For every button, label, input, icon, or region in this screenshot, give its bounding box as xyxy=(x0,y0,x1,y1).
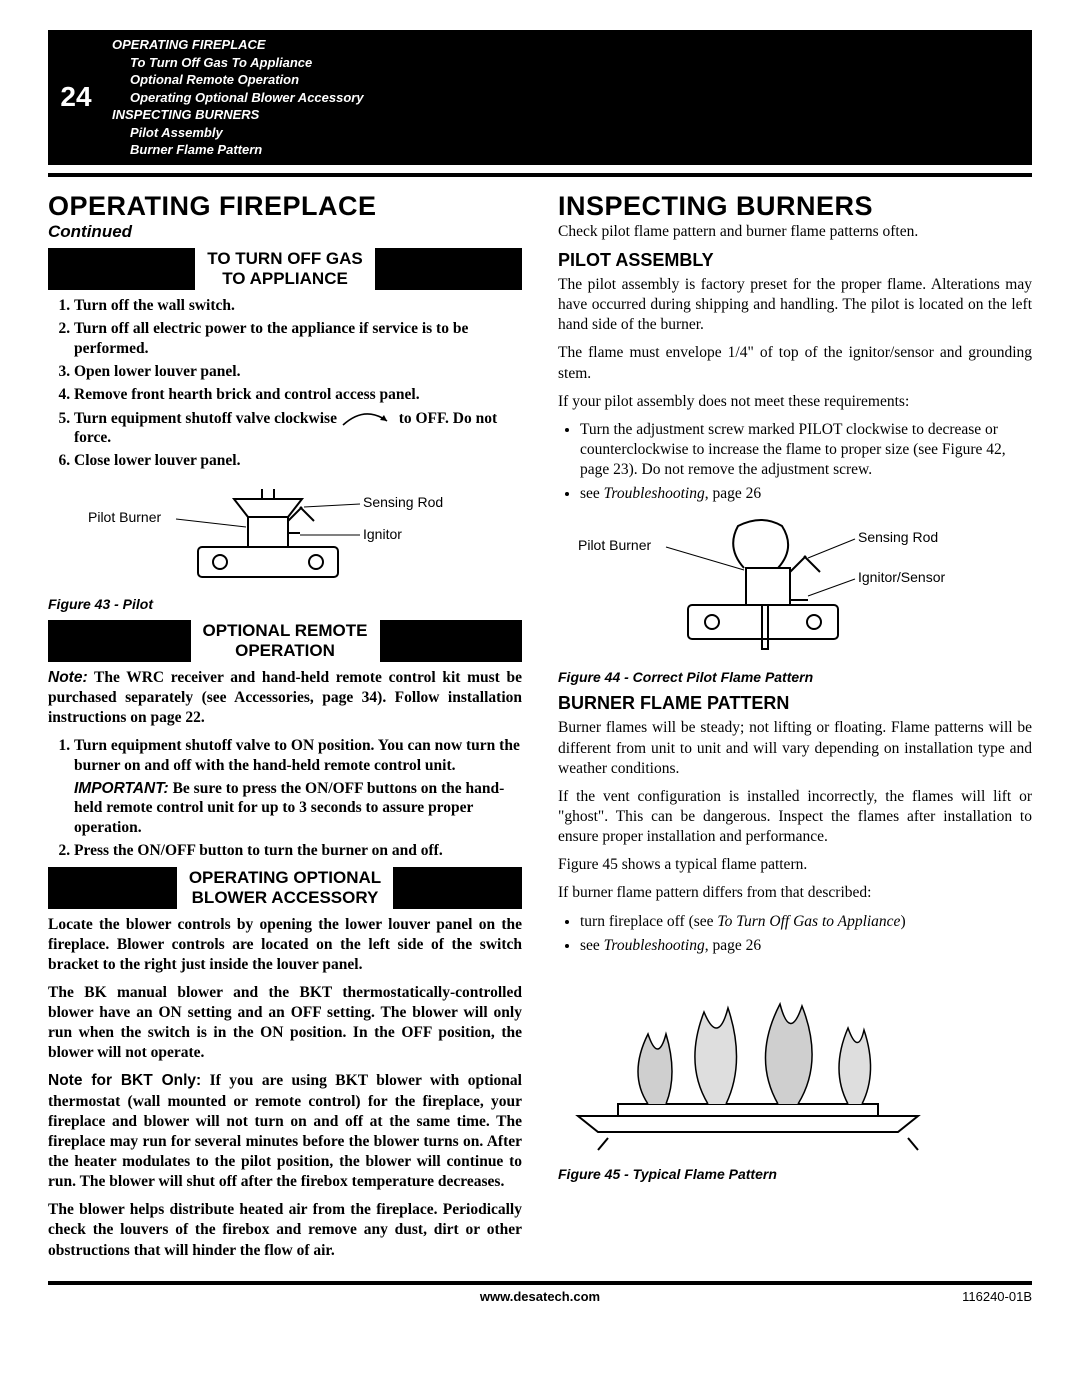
bullet-text: ) xyxy=(900,913,905,930)
subheading-optional-remote: OPTIONAL REMOTE OPERATION xyxy=(48,620,522,662)
step: Turn equipment shutoff valve clockwise t… xyxy=(74,409,522,448)
clockwise-arrow-icon xyxy=(341,411,395,427)
label-pilot-burner: Pilot Burner xyxy=(578,537,651,553)
remote-note: Note: The WRC receiver and hand-held rem… xyxy=(48,668,522,728)
step-text: Turn equipment shutoff valve to ON posit… xyxy=(74,737,520,773)
subheading-line1: OPTIONAL REMOTE xyxy=(203,621,368,641)
pilot-bullets: Turn the adjustment screw marked PILOT c… xyxy=(558,420,1032,505)
pilot-p3: If your pilot assembly does not meet the… xyxy=(558,392,1032,412)
blower-p3: Note for BKT Only: If you are using BKT … xyxy=(48,1071,522,1192)
pilot-assembly-heading: PILOT ASSEMBLY xyxy=(558,250,1032,271)
bullet: turn fireplace off (see To Turn Off Gas … xyxy=(580,912,1032,932)
subheading-bar-left xyxy=(48,248,195,290)
step: Open lower louver panel. xyxy=(74,362,522,381)
inspect-intro: Check pilot flame pattern and burner fla… xyxy=(558,222,1032,242)
toc-line: Pilot Assembly xyxy=(112,124,1018,142)
subheading-text: OPTIONAL REMOTE OPERATION xyxy=(191,620,380,662)
page-number-badge: 24 xyxy=(48,30,104,165)
operating-fireplace-heading: OPERATING FIREPLACE xyxy=(48,191,522,222)
label-sensing-rod: Sensing Rod xyxy=(858,529,938,545)
footer-url: www.desatech.com xyxy=(168,1289,912,1304)
continued-label: Continued xyxy=(48,222,522,242)
label-ignitor-sensor: Ignitor/Sensor xyxy=(858,569,945,585)
important-lead: IMPORTANT: xyxy=(74,780,169,797)
subheading-text: TO TURN OFF GAS TO APPLIANCE xyxy=(195,248,375,290)
pilot-p1: The pilot assembly is factory preset for… xyxy=(558,275,1032,335)
bullet-text: , page 26 xyxy=(705,485,761,502)
subheading-turn-off-gas: TO TURN OFF GAS TO APPLIANCE xyxy=(48,248,522,290)
remote-steps: Turn equipment shutoff valve to ON posit… xyxy=(48,736,522,860)
bullet-text: turn fireplace off (see xyxy=(580,913,717,930)
subheading-bar-right xyxy=(375,248,522,290)
bullet: see Troubleshooting, page 26 xyxy=(580,484,1032,504)
right-column: INSPECTING BURNERS Check pilot flame pat… xyxy=(558,191,1032,1269)
label-ignitor: Ignitor xyxy=(363,526,402,542)
subheading-line2: OPERATION xyxy=(203,641,368,661)
subheading-bar-left xyxy=(48,620,191,662)
burner-p4: If burner flame pattern differs from tha… xyxy=(558,883,1032,903)
toc-line: To Turn Off Gas To Appliance xyxy=(112,54,1018,72)
toc-line: Operating Optional Blower Accessory xyxy=(112,89,1018,107)
step: Press the ON/OFF button to turn the burn… xyxy=(74,841,522,860)
burner-flame-heading: BURNER FLAME PATTERN xyxy=(558,693,1032,714)
toc-line: Burner Flame Pattern xyxy=(112,141,1018,159)
subheading-line2: TO APPLIANCE xyxy=(207,269,363,289)
footer: www.desatech.com 116240-01B xyxy=(48,1281,1032,1304)
label-sensing-rod: Sensing Rod xyxy=(363,494,443,510)
subheading-blower: OPERATING OPTIONAL BLOWER ACCESSORY xyxy=(48,867,522,909)
subheading-text: OPERATING OPTIONAL BLOWER ACCESSORY xyxy=(177,867,393,909)
ref-troubleshooting: Troubleshooting xyxy=(604,485,705,502)
step: Close lower louver panel. xyxy=(74,451,522,470)
note-body: The WRC receiver and hand-held remote co… xyxy=(48,669,522,726)
figure-43-pilot: Pilot Burner Sensing Rod Ignitor xyxy=(48,477,522,592)
bullet-text: see xyxy=(580,937,604,954)
note-lead: Note: xyxy=(48,669,88,686)
subheading-bar-right xyxy=(380,620,523,662)
subheading-line1: TO TURN OFF GAS xyxy=(207,249,363,269)
toc-line: INSPECTING BURNERS xyxy=(112,106,1018,124)
toc-block: OPERATING FIREPLACE To Turn Off Gas To A… xyxy=(104,30,1032,165)
content-columns: OPERATING FIREPLACE Continued TO TURN OF… xyxy=(48,191,1032,1269)
bullet-text: , page 26 xyxy=(705,937,761,954)
step: Turn off the wall switch. xyxy=(74,296,522,315)
subheading-bar-left xyxy=(48,867,177,909)
pilot-p2: The flame must envelope 1/4" of top of t… xyxy=(558,343,1032,383)
bullet: see Troubleshooting, page 26 xyxy=(580,936,1032,956)
figure-45-caption: Figure 45 - Typical Flame Pattern xyxy=(558,1166,1032,1182)
ref-turn-off-gas: To Turn Off Gas to Appliance xyxy=(717,913,900,930)
header-rule xyxy=(48,173,1032,177)
figure-45-flame-pattern xyxy=(558,962,1032,1162)
ref-troubleshooting: Troubleshooting xyxy=(604,937,705,954)
left-column: OPERATING FIREPLACE Continued TO TURN OF… xyxy=(48,191,522,1269)
blower-p2: The BK manual blower and the BKT thermos… xyxy=(48,983,522,1064)
burner-bullets: turn fireplace off (see To Turn Off Gas … xyxy=(558,912,1032,956)
blower-p1: Locate the blower controls by opening th… xyxy=(48,915,522,975)
burner-p2: If the vent configuration is installed i… xyxy=(558,787,1032,847)
subheading-bar-right xyxy=(393,867,522,909)
turn-off-steps: Turn off the wall switch. Turn off all e… xyxy=(48,296,522,471)
subheading-line2: BLOWER ACCESSORY xyxy=(189,888,381,908)
toc-line: OPERATING FIREPLACE xyxy=(112,36,1018,54)
burner-p3: Figure 45 shows a typical flame pattern. xyxy=(558,855,1032,875)
footer-docnum: 116240-01B xyxy=(912,1289,1032,1304)
inspecting-burners-heading: INSPECTING BURNERS xyxy=(558,191,1032,222)
toc-line: Optional Remote Operation xyxy=(112,71,1018,89)
bkt-note-body: If you are using BKT blower with optiona… xyxy=(48,1072,522,1190)
blower-p4: The blower helps distribute heated air f… xyxy=(48,1200,522,1260)
figure-44-caption: Figure 44 - Correct Pilot Flame Pattern xyxy=(558,669,1032,685)
label-pilot-burner: Pilot Burner xyxy=(88,509,161,525)
figure-44-pilot-flame: Pilot Burner Sensing Rod Ignitor/Sensor xyxy=(558,510,1032,665)
bkt-note-lead: Note for BKT Only: xyxy=(48,1072,201,1089)
bullet-text: see xyxy=(580,485,604,502)
bullet: Turn the adjustment screw marked PILOT c… xyxy=(580,420,1032,480)
figure-43-caption: Figure 43 - Pilot xyxy=(48,596,522,612)
step: Turn equipment shutoff valve to ON posit… xyxy=(74,736,522,837)
header-strip: 24 OPERATING FIREPLACE To Turn Off Gas T… xyxy=(48,30,1032,165)
step: Turn off all electric power to the appli… xyxy=(74,319,522,358)
burner-p1: Burner flames will be steady; not liftin… xyxy=(558,718,1032,778)
step: Remove front hearth brick and control ac… xyxy=(74,385,522,404)
subheading-line1: OPERATING OPTIONAL xyxy=(189,868,381,888)
